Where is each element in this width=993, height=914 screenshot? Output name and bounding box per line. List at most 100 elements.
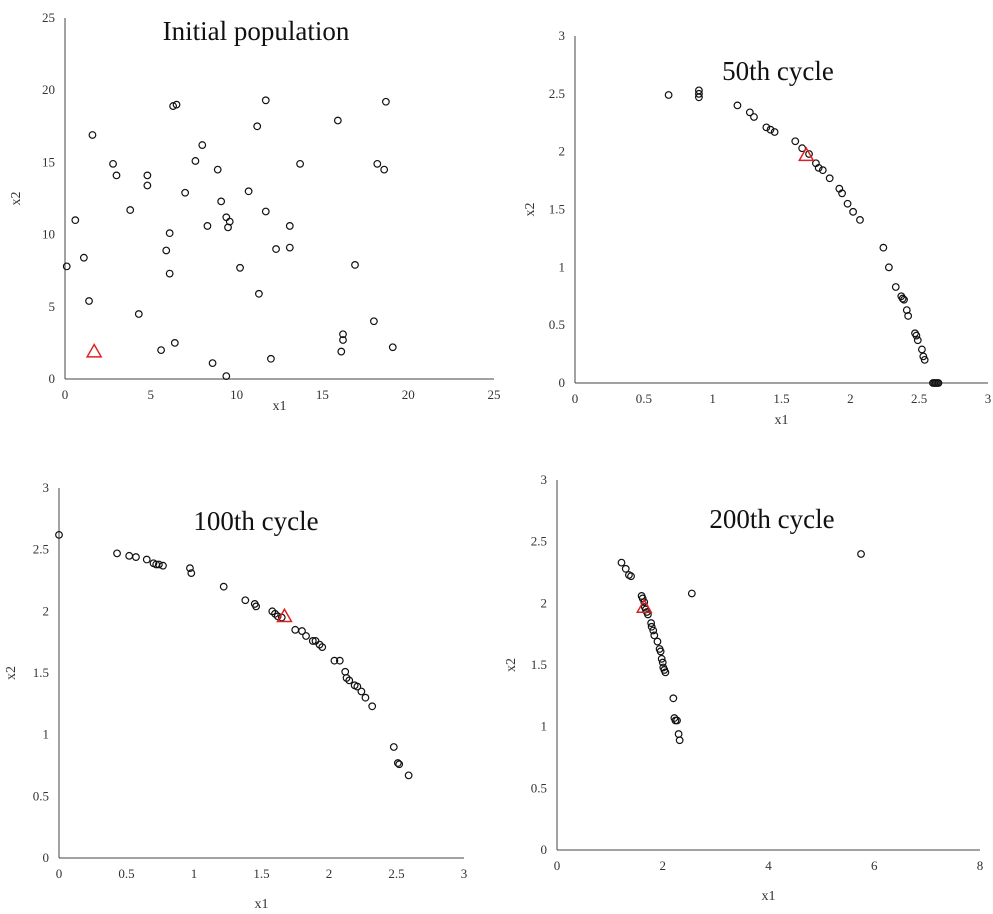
- data-point: [172, 100, 181, 109]
- y-axis-label: x2: [504, 658, 519, 672]
- data-point: [170, 339, 179, 347]
- data-point: [647, 622, 656, 631]
- data-point: [791, 137, 800, 146]
- data-point: [380, 165, 389, 174]
- data-point: [357, 687, 366, 696]
- data-point: [647, 619, 656, 627]
- data-point: [657, 654, 666, 663]
- y-tick-label: 1: [43, 727, 50, 742]
- data-point: [404, 771, 413, 780]
- x-tick-label: 1.5: [253, 866, 269, 881]
- chart-title: 50th cycle: [722, 56, 834, 86]
- data-point: [142, 555, 151, 564]
- data-point: [770, 128, 779, 136]
- data-point: [805, 150, 813, 158]
- data-point: [222, 372, 231, 381]
- data-point: [241, 596, 250, 605]
- data-point: [621, 564, 630, 573]
- x-tick-label: 1: [191, 866, 198, 881]
- data-point: [653, 637, 662, 646]
- data-point: [814, 163, 823, 172]
- data-point: [369, 317, 378, 326]
- data-point: [302, 632, 310, 640]
- data-point: [673, 716, 681, 725]
- data-point: [389, 743, 398, 751]
- y-tick-label: 0.5: [531, 780, 547, 795]
- data-point: [762, 123, 771, 132]
- data-point: [766, 125, 775, 134]
- y-tick-label: 2.5: [33, 542, 49, 557]
- data-point: [208, 359, 217, 368]
- data-point: [126, 206, 135, 214]
- data-point: [351, 261, 359, 269]
- data-point: [669, 694, 678, 703]
- data-point: [154, 560, 163, 569]
- reference-triangle-marker: [635, 598, 653, 614]
- data-point: [109, 159, 117, 168]
- data-point: [335, 656, 344, 665]
- y-tick-label: 5: [49, 299, 56, 314]
- data-point: [687, 589, 696, 598]
- data-point: [217, 197, 226, 206]
- data-point: [157, 346, 165, 355]
- data-point: [879, 243, 888, 252]
- data-point: [920, 355, 929, 364]
- x-tick-label: 0: [572, 391, 579, 406]
- data-point: [339, 330, 347, 339]
- data-point: [353, 682, 362, 691]
- data-point: [856, 216, 864, 224]
- data-point: [318, 643, 327, 651]
- y-tick-label: 2: [541, 595, 548, 610]
- y-tick-label: 1.5: [549, 202, 565, 217]
- x-tick-label: 2.5: [388, 866, 404, 881]
- data-point: [224, 223, 232, 232]
- data-point: [298, 627, 306, 635]
- data-point: [368, 702, 377, 711]
- chart-panel-4: 0 2 4 6 8 0 0.5 1 1.5 2 2.5 3 x1 x2 200th cycle: [504, 472, 983, 904]
- data-point: [658, 658, 667, 667]
- data-point: [695, 89, 703, 98]
- y-tick-label: 25: [42, 10, 55, 25]
- data-point: [695, 93, 703, 102]
- x-tick-label: 8: [977, 858, 984, 873]
- x-tick-label: 4: [765, 858, 772, 873]
- data-point: [388, 343, 397, 352]
- data-point: [838, 189, 846, 198]
- data-point: [125, 551, 134, 560]
- x-tick-label: 20: [402, 387, 415, 402]
- y-tick-label: 1.5: [33, 665, 49, 680]
- data-point: [187, 569, 196, 577]
- y-tick-label: 20: [42, 82, 55, 97]
- data-point: [213, 165, 222, 174]
- data-point: [345, 676, 354, 685]
- y-tick-label: 10: [42, 227, 55, 242]
- chart-panel-2: 0 0.5 1 1.5 2 2.5 3 0 0.5 1 1.5 2 2.5 3 x1 x2 50th cycle: [523, 28, 991, 428]
- data-point: [395, 760, 404, 769]
- data-point: [733, 101, 742, 110]
- data-point: [191, 157, 200, 165]
- data-point: [261, 96, 270, 105]
- data-point: [272, 245, 280, 253]
- data-point: [745, 108, 754, 117]
- x-tick-label: 0.5: [118, 866, 134, 881]
- x-tick-label: 1.5: [773, 391, 789, 406]
- data-point: [617, 558, 626, 567]
- data-point: [934, 379, 943, 387]
- x-tick-label: 0: [56, 866, 63, 881]
- data-point: [255, 289, 263, 298]
- y-tick-label: 2: [559, 144, 566, 159]
- data-point: [181, 188, 190, 197]
- data-point: [222, 213, 231, 222]
- data-point: [261, 207, 270, 216]
- x-tick-label: 25: [488, 387, 501, 402]
- chart-title: 100th cycle: [193, 506, 318, 536]
- data-point: [253, 122, 262, 131]
- data-point: [381, 97, 390, 106]
- y-tick-label: 2.5: [531, 534, 547, 549]
- data-point: [818, 166, 827, 175]
- data-point: [750, 113, 758, 121]
- data-point: [898, 294, 907, 303]
- data-point: [186, 564, 194, 573]
- x-tick-label: 0.5: [636, 391, 652, 406]
- data-point: [71, 216, 80, 225]
